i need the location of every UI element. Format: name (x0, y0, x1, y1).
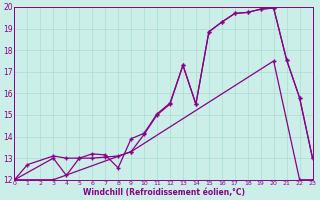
X-axis label: Windchill (Refroidissement éolien,°C): Windchill (Refroidissement éolien,°C) (83, 188, 244, 197)
